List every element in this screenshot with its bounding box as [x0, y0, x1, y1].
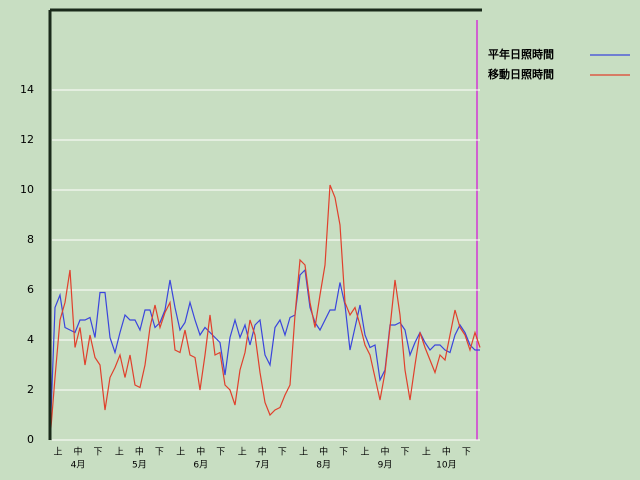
y-tick-label: 14 [20, 83, 34, 96]
x-tick-label: 下 [400, 448, 409, 458]
month-label: 8月 [316, 460, 331, 471]
data-line [49, 184, 481, 441]
x-tick-label: 中 [442, 446, 451, 458]
x-tick-label: 下 [216, 448, 225, 458]
legend-label: 平年日照時間 [488, 47, 554, 61]
x-tick-label: 下 [155, 448, 164, 458]
data-line [49, 268, 480, 441]
y-tick-label: 4 [27, 333, 34, 346]
x-tick-label: 上 [176, 447, 185, 458]
month-label: 4月 [71, 460, 86, 471]
y-tick-label: 6 [27, 283, 34, 296]
y-tick-label: 10 [20, 183, 34, 196]
y-tick-label: 2 [27, 383, 34, 396]
x-tick-label: 中 [319, 446, 328, 458]
plot [49, 89, 481, 441]
x-tick-label: 中 [258, 446, 267, 458]
x-tick-label: 上 [360, 447, 369, 458]
y-tick-label: 8 [27, 233, 34, 246]
x-tick-label: 中 [135, 446, 144, 458]
x-tick-label: 中 [196, 446, 205, 458]
month-label: 6月 [193, 460, 208, 471]
x-tick-label: 下 [278, 448, 287, 458]
month-label: 5月 [132, 460, 147, 471]
x-tick-label: 下 [462, 448, 471, 458]
x-tick-label: 上 [115, 447, 124, 458]
x-tick-label: 中 [73, 446, 82, 458]
month-label: 10月 [436, 460, 456, 471]
x-tick-label: 下 [93, 448, 102, 458]
x-tick-label: 中 [380, 446, 389, 458]
legend-label: 移動日照時間 [488, 67, 554, 81]
x-tick-label: 上 [238, 447, 247, 458]
y-tick-label: 12 [20, 133, 34, 146]
x-tick-label: 上 [299, 447, 308, 458]
x-tick-label: 上 [53, 447, 62, 458]
x-tick-label: 上 [422, 447, 431, 458]
y-tick-label: 0 [27, 433, 34, 446]
month-label: 9月 [378, 460, 393, 471]
month-label: 7月 [255, 460, 270, 471]
x-tick-label: 下 [339, 448, 348, 458]
